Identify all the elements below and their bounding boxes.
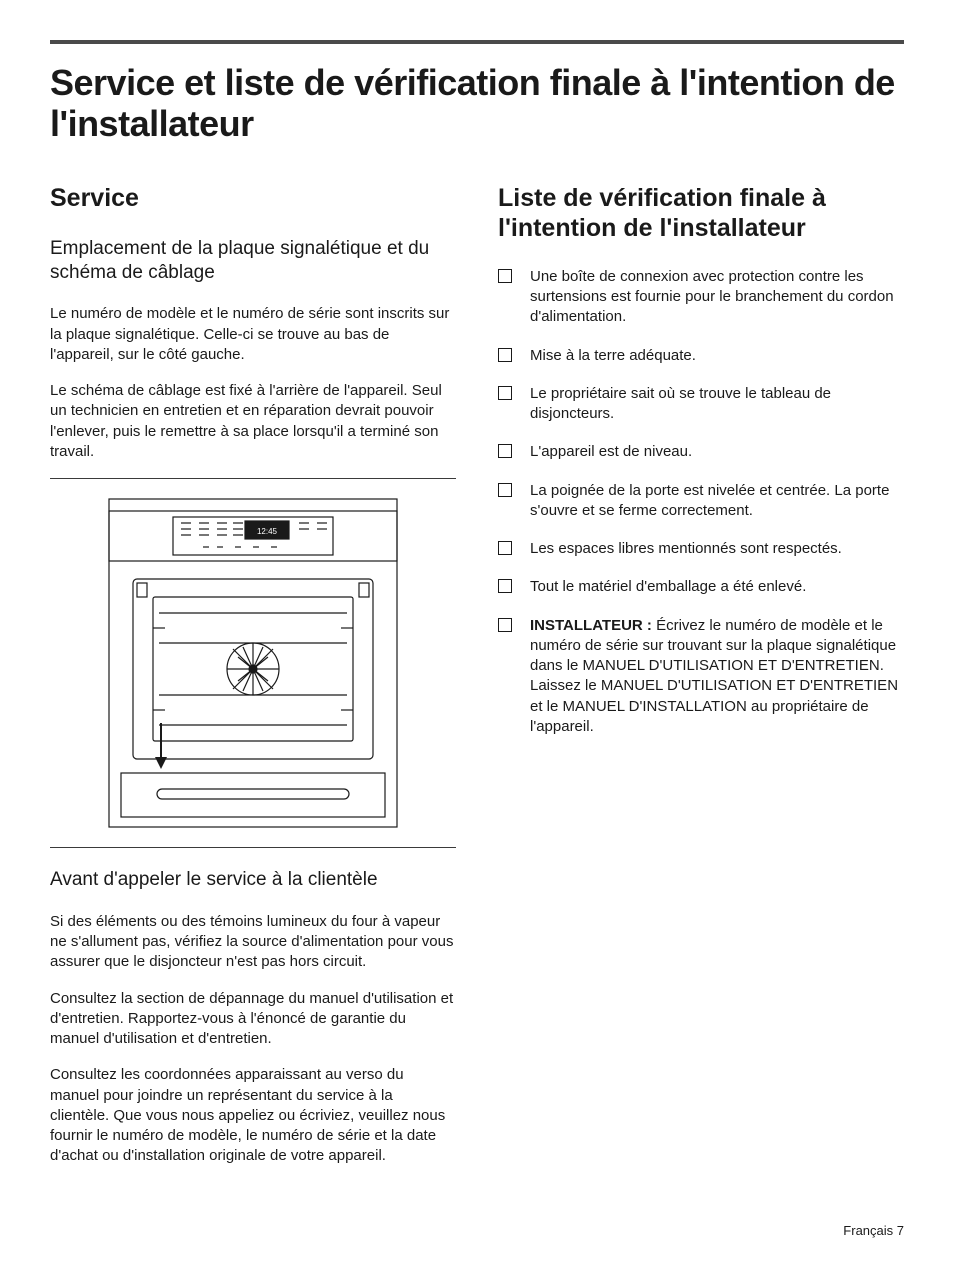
installer-prefix: INSTALLATEUR : [530, 617, 656, 634]
checklist-item: La poignée de la porte est nivelée et ce… [498, 481, 904, 522]
checklist-item: Les espaces libres mentionnés sont respe… [498, 539, 904, 559]
checkbox-icon [498, 579, 512, 593]
nameplate-p2: Le schéma de câblage est fixé à l'arrièr… [50, 381, 456, 462]
checklist-text: Mise à la terre adéquate. [530, 346, 696, 366]
page-footer: Français 7 [50, 1223, 904, 1238]
checklist-text: Les espaces libres mentionnés sont respe… [530, 539, 842, 559]
nameplate-heading: Emplacement de la plaque signalétique et… [50, 237, 456, 285]
checklist-heading: Liste de vérification finale à l'intenti… [498, 183, 904, 243]
before-call-heading: Avant d'appeler le service à la clientèl… [50, 868, 456, 892]
right-column: Liste de vérification finale à l'intenti… [498, 183, 904, 1183]
top-rule [50, 40, 904, 44]
checklist-text: Une boîte de connexion avec protection c… [530, 267, 904, 328]
before-call-p3: Consultez les coordonnées apparaissant a… [50, 1065, 456, 1166]
oven-illustration: 12:45 [103, 493, 403, 833]
checklist-item: Mise à la terre adéquate. [498, 346, 904, 366]
checklist-item: Une boîte de connexion avec protection c… [498, 267, 904, 328]
checkbox-icon [498, 269, 512, 283]
before-call-p1: Si des éléments ou des témoins lumineux … [50, 912, 456, 973]
checklist-text: Tout le matériel d'emballage a été enlev… [530, 577, 806, 597]
checkbox-icon [498, 444, 512, 458]
checkbox-icon [498, 348, 512, 362]
before-call-p2: Consultez la section de dépannage du man… [50, 989, 456, 1050]
installer-checklist: Une boîte de connexion avec protection c… [498, 267, 904, 737]
nameplate-p1: Le numéro de modèle et le numéro de séri… [50, 304, 456, 365]
checklist-text: Le propriétaire sait où se trouve le tab… [530, 384, 904, 425]
page-title: Service et liste de vérification finale … [50, 62, 904, 145]
content-columns: Service Emplacement de la plaque signalé… [50, 183, 904, 1183]
checklist-item: Le propriétaire sait où se trouve le tab… [498, 384, 904, 425]
checklist-text: La poignée de la porte est nivelée et ce… [530, 481, 904, 522]
checklist-text: L'appareil est de niveau. [530, 442, 692, 462]
left-column: Service Emplacement de la plaque signalé… [50, 183, 456, 1183]
checkbox-icon [498, 386, 512, 400]
checklist-item: INSTALLATEUR : Écrivez le numéro de modè… [498, 616, 904, 738]
checkbox-icon [498, 483, 512, 497]
checklist-item: L'appareil est de niveau. [498, 442, 904, 462]
checkbox-icon [498, 541, 512, 555]
service-heading: Service [50, 183, 456, 213]
figure-container: 12:45 [50, 478, 456, 848]
checklist-item: Tout le matériel d'emballage a été enlev… [498, 577, 904, 597]
panel-time-text: 12:45 [257, 527, 278, 536]
checkbox-icon [498, 618, 512, 632]
checklist-text: INSTALLATEUR : Écrivez le numéro de modè… [530, 616, 904, 738]
installer-text: Écrivez le numéro de modèle et le numéro… [530, 617, 898, 735]
